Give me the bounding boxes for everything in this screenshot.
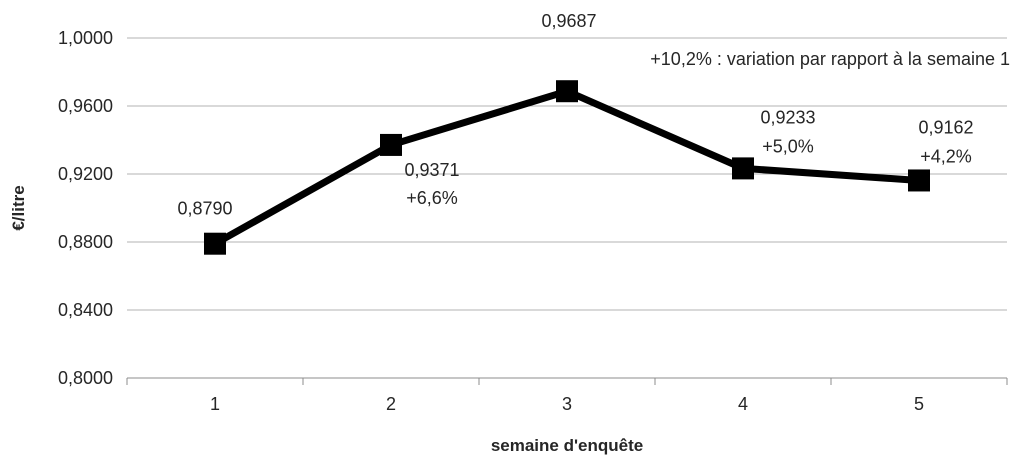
data-labels: 0,8790 0,9371 +6,6% 0,9687 +10,2% : variatio…	[177, 11, 1010, 218]
data-variation-label: +4,2%	[920, 146, 972, 166]
data-value-label: 0,8790	[177, 199, 232, 219]
data-value-label: 0,9687	[541, 11, 596, 31]
x-tick-label: 5	[914, 394, 924, 414]
x-tick-label: 4	[738, 394, 748, 414]
data-value-label: 0,9371	[404, 160, 459, 180]
data-value-label: 0,9162	[918, 117, 973, 137]
data-variation-label: +5,0%	[762, 136, 814, 156]
data-value-label: 0,9233	[760, 107, 815, 127]
data-variation-label: +10,2% : variation par rapport à la sema…	[650, 49, 1010, 69]
data-variation-label: +6,6%	[406, 188, 458, 208]
x-tick-label: 1	[210, 394, 220, 414]
series	[204, 80, 930, 255]
data-point-marker	[204, 232, 226, 255]
gridlines	[127, 37, 1007, 311]
data-point-marker	[732, 157, 754, 180]
y-tick-label: 0,9200	[58, 164, 113, 184]
data-point-marker	[556, 80, 578, 103]
x-tick-label: 2	[386, 394, 396, 414]
y-tick-label: 0,9600	[58, 96, 113, 116]
axes: 1,0000 0,9600 0,9200 0,8800 0,8400 0,8000 1 2 3 4…	[58, 28, 1008, 414]
x-axis-title: semaine d'enquête	[491, 436, 643, 455]
data-point-marker	[380, 133, 402, 156]
y-tick-label: 0,8000	[58, 368, 113, 388]
y-tick-label: 1,0000	[58, 28, 113, 48]
y-axis-title: €/litre	[9, 185, 28, 230]
x-tick-label: 3	[562, 394, 572, 414]
data-point-marker	[908, 169, 930, 192]
y-tick-label: 0,8800	[58, 232, 113, 252]
y-tick-label: 0,8400	[58, 300, 113, 320]
